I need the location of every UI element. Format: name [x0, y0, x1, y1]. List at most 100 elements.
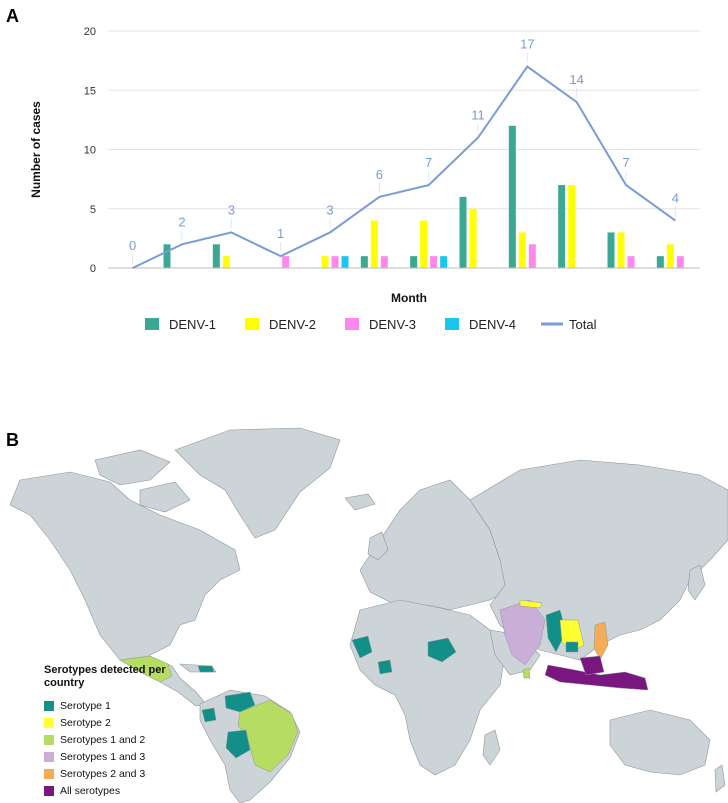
madagascar: [482, 729, 501, 766]
iceland: [344, 493, 376, 511]
map-legend-swatch: [44, 700, 54, 711]
legend-label: DENV-1: [169, 317, 216, 332]
nigeria: [377, 659, 393, 675]
total-data-label: 14: [569, 72, 583, 87]
bolivia: [225, 729, 251, 759]
bar-denv-2: [617, 232, 625, 268]
legend-swatch: [245, 318, 259, 330]
bar-denv-2: [321, 256, 329, 268]
sri-lanka: [522, 667, 531, 679]
bar-denv-1: [508, 125, 516, 268]
map-legend-item: Serotypes 2 and 3: [44, 766, 234, 781]
bar-denv-4: [341, 256, 349, 268]
map-legend-label: Serotype 2: [60, 716, 111, 729]
map-legend-swatch: [44, 751, 54, 762]
bar-denv-2: [469, 208, 477, 268]
map-legend: Serotypes detected per country Serotype …: [44, 664, 234, 798]
panel-b-label: B: [6, 430, 19, 450]
ecuador: [201, 707, 217, 723]
y-tick-label: 0: [90, 263, 96, 275]
y-tick-label: 15: [84, 85, 96, 97]
bar-denv-2: [568, 185, 576, 268]
map-legend-title: Serotypes detected per country: [44, 664, 166, 689]
new-zealand: [714, 764, 726, 793]
bar-denv-3: [331, 256, 339, 268]
nepal: [519, 599, 543, 609]
total-data-label: 6: [376, 167, 383, 182]
greenland: [174, 427, 341, 539]
bar-denv-1: [163, 244, 171, 268]
legend-swatch: [445, 318, 459, 330]
bar-denv-3: [430, 256, 438, 268]
bar-denv-1: [360, 256, 368, 268]
total-data-label: 7: [425, 155, 432, 170]
y-axis-label: Number of cases: [29, 101, 43, 198]
bar-denv-1: [656, 256, 664, 268]
total-data-label: 3: [228, 202, 235, 217]
total-line: [132, 65, 676, 269]
bar-denv-3: [380, 256, 388, 268]
bar-denv-2: [370, 220, 378, 268]
legend-label: DENV-3: [369, 317, 416, 332]
total-data-label: 1: [277, 226, 284, 241]
map-legend-item: Serotypes 1 and 2: [44, 732, 234, 747]
bar-denv-3: [282, 256, 290, 268]
y-tick-label: 5: [90, 204, 96, 216]
philippines: [593, 621, 609, 661]
australia: [609, 709, 711, 776]
land-masses: [9, 427, 728, 803]
bar-denv-3: [676, 256, 684, 268]
ethiopia: [427, 637, 457, 663]
y-tick-label: 20: [84, 26, 96, 38]
cambodia: [565, 641, 579, 653]
total-data-label: 4: [672, 191, 679, 206]
map-legend-item: Serotypes 1 and 3: [44, 749, 234, 764]
west-africa: [351, 635, 373, 659]
y-tick-label: 10: [84, 145, 96, 157]
map-legend-swatch: [44, 717, 54, 728]
bar-denv-3: [528, 244, 536, 268]
arctic-islands-2: [139, 481, 191, 513]
bar-denv-1: [558, 185, 566, 268]
british-isles: [367, 531, 389, 561]
bar-denv-2: [222, 256, 230, 268]
total-data-label: 2: [178, 214, 185, 229]
africa: [349, 599, 506, 776]
map-legend-item: All serotypes: [44, 783, 234, 798]
map-legend-label: Serotypes 1 and 3: [60, 750, 146, 763]
world-map: [9, 427, 728, 803]
bar-denv-3: [627, 256, 635, 268]
total-data-label: 7: [622, 155, 629, 170]
map-legend-label: Serotype 1: [60, 699, 111, 712]
north-america: [9, 471, 241, 666]
legend-swatch: [345, 318, 359, 330]
arctic-islands: [94, 449, 171, 486]
bar-denv-2: [420, 220, 428, 268]
bar-denv-1: [212, 244, 220, 268]
map-legend-item: Serotype 1: [44, 698, 234, 713]
bar-denv-2: [666, 244, 674, 268]
venezuela: [224, 691, 256, 713]
mexico: [119, 655, 173, 683]
total-data-label: 0: [129, 238, 136, 253]
caribbean-s1: [197, 665, 215, 673]
bar-denv-2: [518, 232, 526, 268]
legend-swatch: [145, 318, 159, 330]
legend-label: DENV-4: [469, 317, 516, 332]
bar-denv-1: [607, 232, 615, 268]
map-legend-label: Serotypes 1 and 2: [60, 733, 146, 746]
total-data-label: 11: [471, 108, 485, 123]
legend-label: Total: [569, 317, 597, 332]
chart-a: 0 5 10 15 20 Number of cases Month 0 2 3 1 3 6 7 11 17 1…: [29, 26, 700, 332]
map-legend-swatch: [44, 768, 54, 779]
x-axis-label: Month: [391, 291, 427, 305]
bar-denv-4: [440, 256, 448, 268]
map-legend-label: All serotypes: [60, 784, 121, 797]
map-legend-swatch: [44, 785, 54, 796]
map-legend-swatch: [44, 734, 54, 745]
japan: [687, 564, 706, 601]
map-legend-item: Serotype 2: [44, 715, 234, 730]
total-data-label: 3: [326, 202, 333, 217]
map-legend-label: Serotypes 2 and 3: [60, 767, 146, 780]
bar-denv-1: [459, 196, 467, 268]
